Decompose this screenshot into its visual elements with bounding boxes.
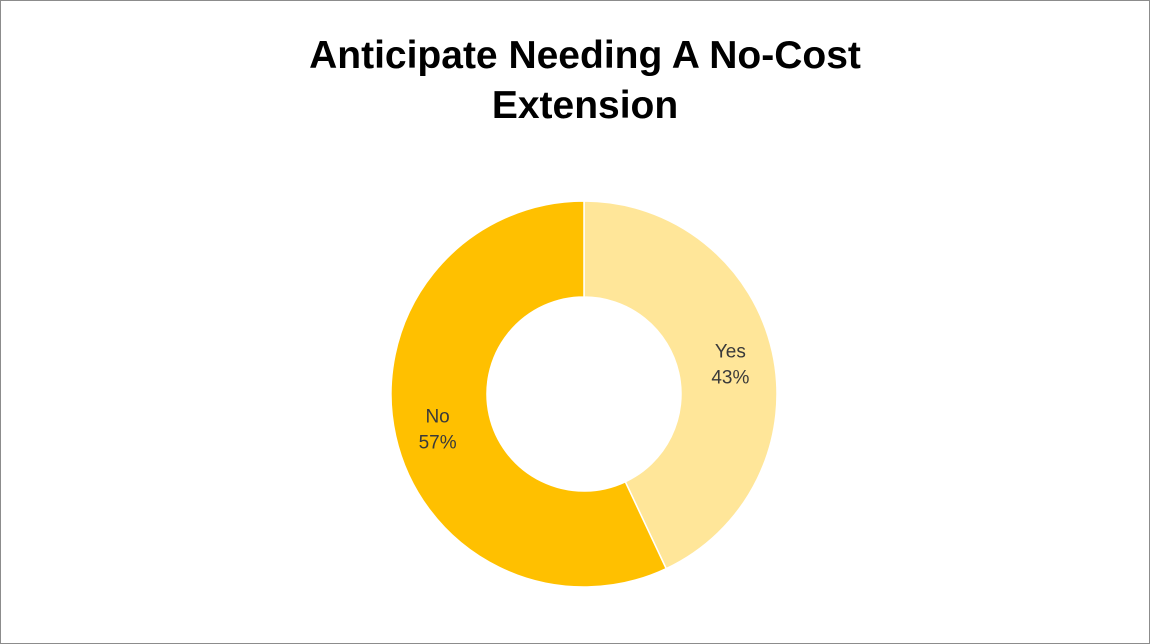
chart-title: Anticipate Needing A No-Cost Extension (1, 31, 1149, 131)
slice-label-yes-percent: 43% (711, 367, 749, 388)
chart-title-line-1: Anticipate Needing A No-Cost (309, 34, 861, 77)
slice-label-no-name: No (425, 407, 449, 428)
slice-label-no-percent: 57% (419, 433, 457, 454)
donut-slice-no (390, 200, 668, 588)
donut-slice-yes (583, 200, 778, 570)
chart-title-line-2: Extension (491, 84, 679, 127)
slice-label-yes-name: Yes (715, 341, 746, 362)
